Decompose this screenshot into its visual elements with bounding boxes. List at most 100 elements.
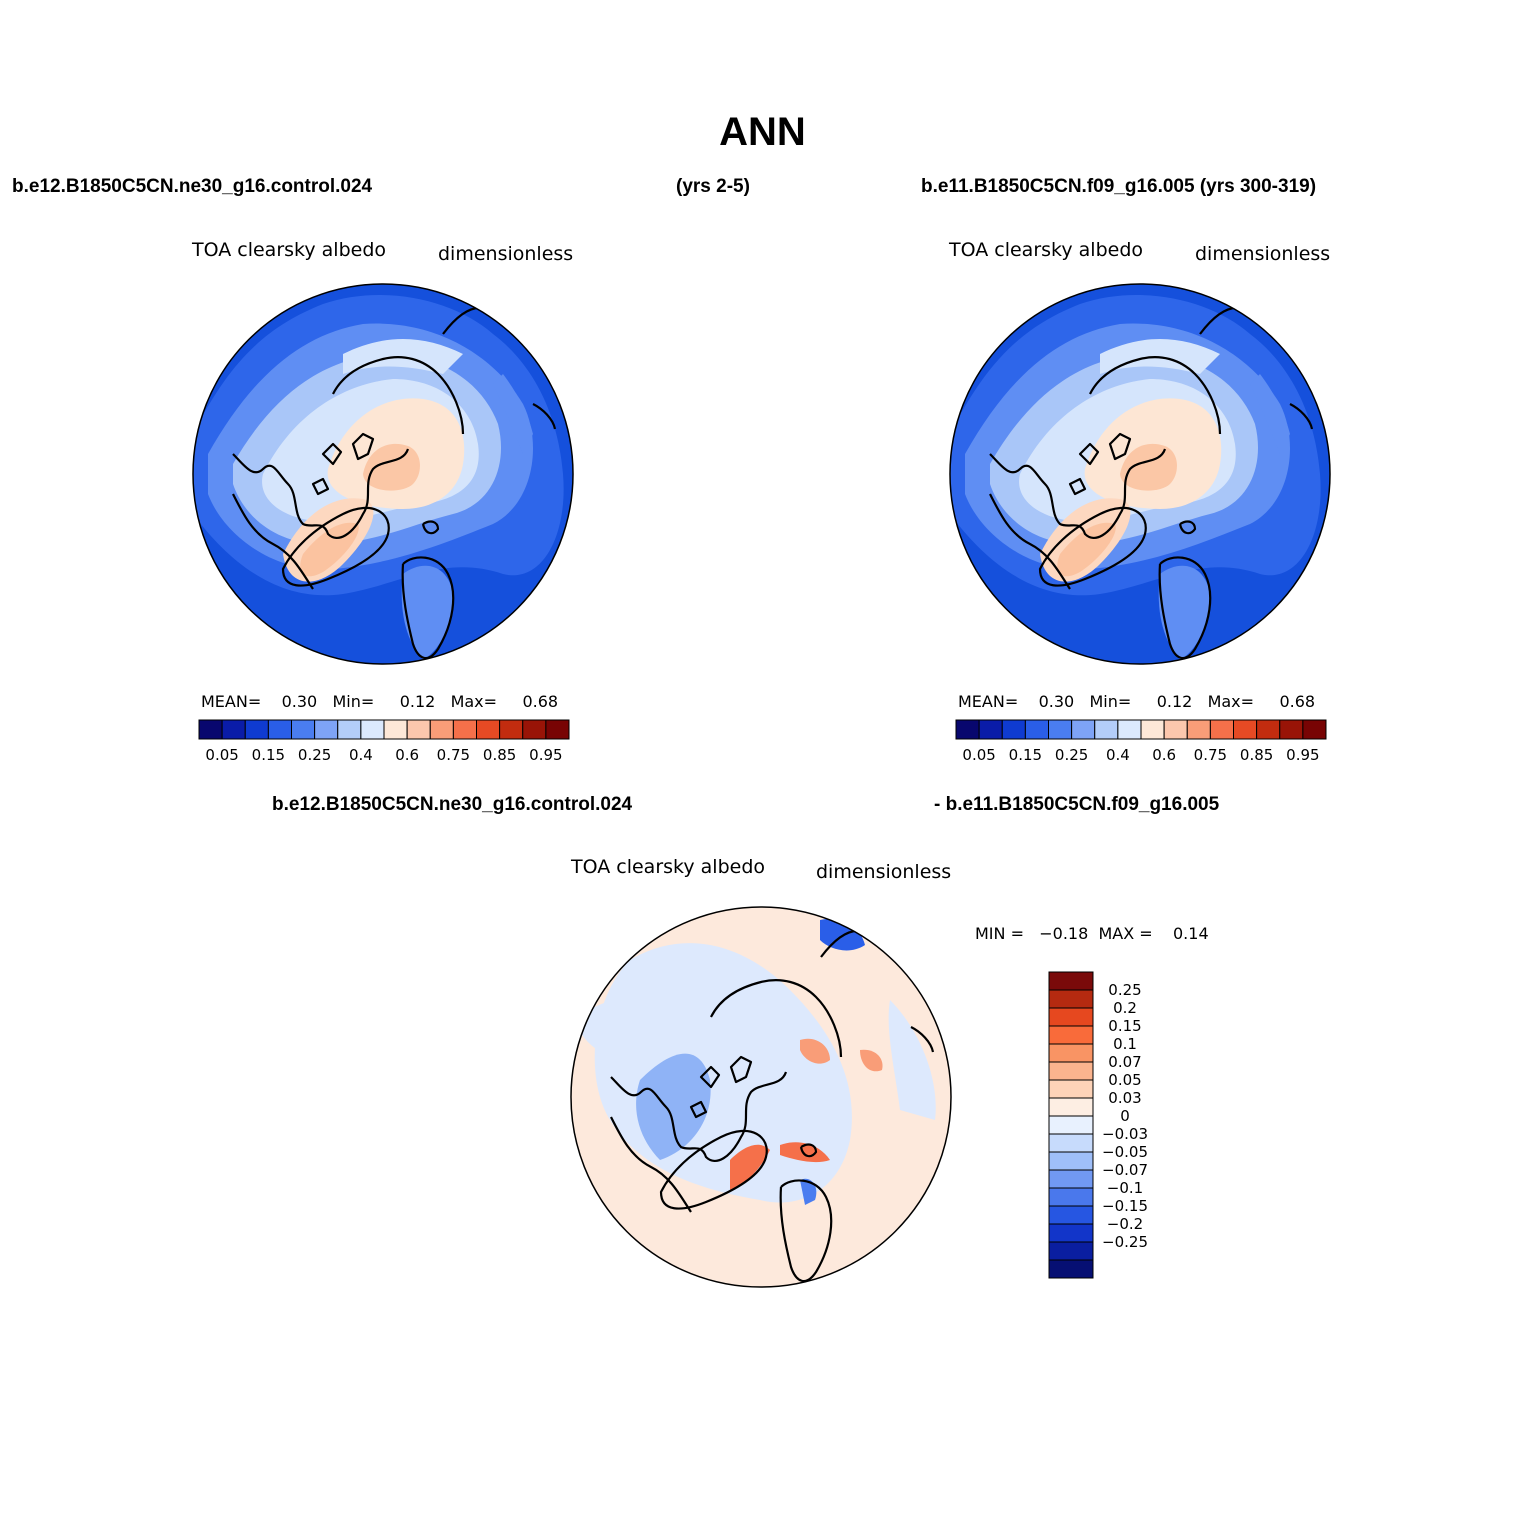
diff-colorbar-tick-label: 0.25 [1108, 981, 1142, 999]
diff-colorbar-tick-label: 0.15 [1108, 1017, 1142, 1035]
panel-1-colorbar [198, 719, 570, 740]
diff-colorbar-swatch [1048, 1187, 1094, 1207]
panel-2-colorbar-swatch [1048, 719, 1073, 740]
panel-2-colorbar-tick-label: 0.75 [1193, 746, 1228, 764]
panel-1-colorbar-tick-label: 0.05 [205, 746, 239, 764]
panel-1-colorbar-swatch [383, 719, 408, 740]
panel-1-colorbar-swatch [499, 719, 524, 740]
diff-colorbar-swatch [1048, 1205, 1094, 1225]
panel-1-colorbar-swatch [452, 719, 477, 740]
diff-colorbar-tick-label: −0.2 [1106, 1215, 1144, 1233]
panel-2-colorbar-swatch [1071, 719, 1096, 740]
diff-colorbar-swatch [1048, 989, 1094, 1009]
panel-2-colorbar-swatch [1279, 719, 1304, 740]
panel-1-variable-label: TOA clearsky albedo [192, 239, 386, 261]
diff-colorbar-swatch [1048, 1223, 1094, 1243]
panel-2-colorbar-tick-label: 0.25 [1054, 746, 1089, 764]
panel-1-colorbar-swatch [244, 719, 269, 740]
panel-1-colorbar-swatch [221, 719, 246, 740]
panel-2-colorbar-tick-label: 0.05 [962, 746, 996, 764]
top-left-years-label: (yrs 2-5) [676, 176, 750, 197]
panel-2-colorbar-tick-label: 0.95 [1286, 746, 1320, 764]
diff-colorbar-tick-label: 0.1 [1113, 1035, 1137, 1053]
diff-colorbar-tick-label: 0.03 [1108, 1089, 1142, 1107]
diff-colorbar-tick-label: −0.15 [1102, 1197, 1148, 1215]
panel-1-colorbar-tick-label: 0.25 [297, 746, 332, 764]
panel-1-colorbar-swatch [198, 719, 223, 740]
panel-2-colorbar-swatch [1117, 719, 1142, 740]
panel-2-colorbar-swatch [1186, 719, 1211, 740]
panel-2-colorbar-swatch [1302, 719, 1327, 740]
panel-1-colorbar-tick-label: 0.4 [348, 746, 373, 764]
diff-colorbar-swatch [1048, 1079, 1094, 1099]
diff-colorbar-swatch [1048, 1007, 1094, 1027]
panel-1-colorbar-swatch [406, 719, 431, 740]
panel-1-colorbar-swatch [360, 719, 385, 740]
diff-colorbar-swatch [1048, 1025, 1094, 1045]
diff-colorbar-swatch [1048, 1259, 1094, 1279]
panel-2-colorbar [955, 719, 1327, 740]
panel-1-colorbar-tick-label: 0.75 [436, 746, 471, 764]
diff-colorbar-swatch [1048, 1151, 1094, 1171]
panel-2-colorbar-swatch [1001, 719, 1026, 740]
diff-colorbar-swatch [1048, 1097, 1094, 1117]
panel-1-colorbar-swatch [545, 719, 570, 740]
panel-2-colorbar-swatch [1233, 719, 1258, 740]
diff-colorbar-swatch [1048, 1061, 1094, 1081]
panel-2-colorbar-swatch [1256, 719, 1281, 740]
diff-map [570, 906, 952, 1288]
diff-colorbar [1048, 971, 1094, 1279]
diff-colorbar-swatch [1048, 1133, 1094, 1153]
diff-units-label: dimensionless [816, 861, 952, 883]
diff-case-b-label: - b.e11.B1850C5CN.f09_g16.005 [934, 794, 1220, 815]
panel-1-colorbar-swatch [476, 719, 501, 740]
diff-colorbar-tick-label: −0.25 [1102, 1233, 1148, 1251]
panel-2-colorbar-swatch [1140, 719, 1165, 740]
diff-case-a-label: b.e12.B1850C5CN.ne30_g16.control.024 [272, 794, 633, 815]
panel-2-map [949, 283, 1331, 665]
diff-colorbar-tick-label: 0.2 [1113, 999, 1137, 1017]
panel-1-colorbar-tick-label: 0.6 [395, 746, 420, 764]
diff-colorbar-tick-label: 0.05 [1108, 1071, 1142, 1089]
diff-colorbar-tick-label: −0.1 [1106, 1179, 1144, 1197]
panel-2-colorbar-swatch [1209, 719, 1234, 740]
diff-colorbar-swatch [1048, 1115, 1094, 1135]
panel-2-colorbar-swatch [1094, 719, 1119, 740]
panel-1-colorbar-tick-label: 0.15 [251, 746, 286, 764]
diff-colorbar-swatch [1048, 971, 1094, 991]
diff-colorbar-tick-label: −0.07 [1102, 1161, 1148, 1179]
diff-variable-label: TOA clearsky albedo [571, 856, 765, 878]
panel-2-colorbar-tick-label: 0.85 [1239, 746, 1274, 764]
diff-colorbar-tick-label: 0.07 [1108, 1053, 1142, 1071]
panel-1-colorbar-swatch [337, 719, 362, 740]
panel-2-units-label: dimensionless [1195, 243, 1331, 265]
panel-2-colorbar-tick-label: 0.6 [1152, 746, 1177, 764]
panel-1-map [192, 283, 574, 665]
panel-1-stats: MEAN= 0.30 Min= 0.12 Max= 0.68 [201, 692, 559, 711]
diff-colorbar-tick-label: −0.05 [1102, 1143, 1148, 1161]
top-right-case-label: b.e11.B1850C5CN.f09_g16.005 (yrs 300-319… [921, 176, 1317, 197]
diff-colorbar-swatch [1048, 1241, 1094, 1261]
panel-1-colorbar-swatch [291, 719, 316, 740]
panel-1-colorbar-swatch [429, 719, 454, 740]
diff-stats: MIN = −0.18 MAX = 0.14 [975, 924, 1209, 943]
panel-1-colorbar-tick-label: 0.85 [482, 746, 517, 764]
panel-2-colorbar-swatch [1163, 719, 1188, 740]
diff-colorbar-swatch [1048, 1043, 1094, 1063]
diff-colorbar-tick-label: −0.03 [1102, 1125, 1148, 1143]
figure-title: ANN [719, 110, 806, 154]
panel-2-variable-label: TOA clearsky albedo [949, 239, 1143, 261]
panel-2-colorbar-swatch [1024, 719, 1049, 740]
panel-2-colorbar-swatch [978, 719, 1003, 740]
panel-2-colorbar-tick-label: 0.4 [1105, 746, 1130, 764]
panel-1-colorbar-tick-label: 0.95 [529, 746, 563, 764]
panel-1-colorbar-swatch [267, 719, 292, 740]
panel-1-colorbar-swatch [314, 719, 339, 740]
panel-2-stats: MEAN= 0.30 Min= 0.12 Max= 0.68 [958, 692, 1316, 711]
panel-1-colorbar-swatch [522, 719, 547, 740]
panel-2-colorbar-swatch [955, 719, 980, 740]
panel-1-units-label: dimensionless [438, 243, 574, 265]
panel-2-colorbar-tick-label: 0.15 [1008, 746, 1043, 764]
diff-colorbar-swatch [1048, 1169, 1094, 1189]
